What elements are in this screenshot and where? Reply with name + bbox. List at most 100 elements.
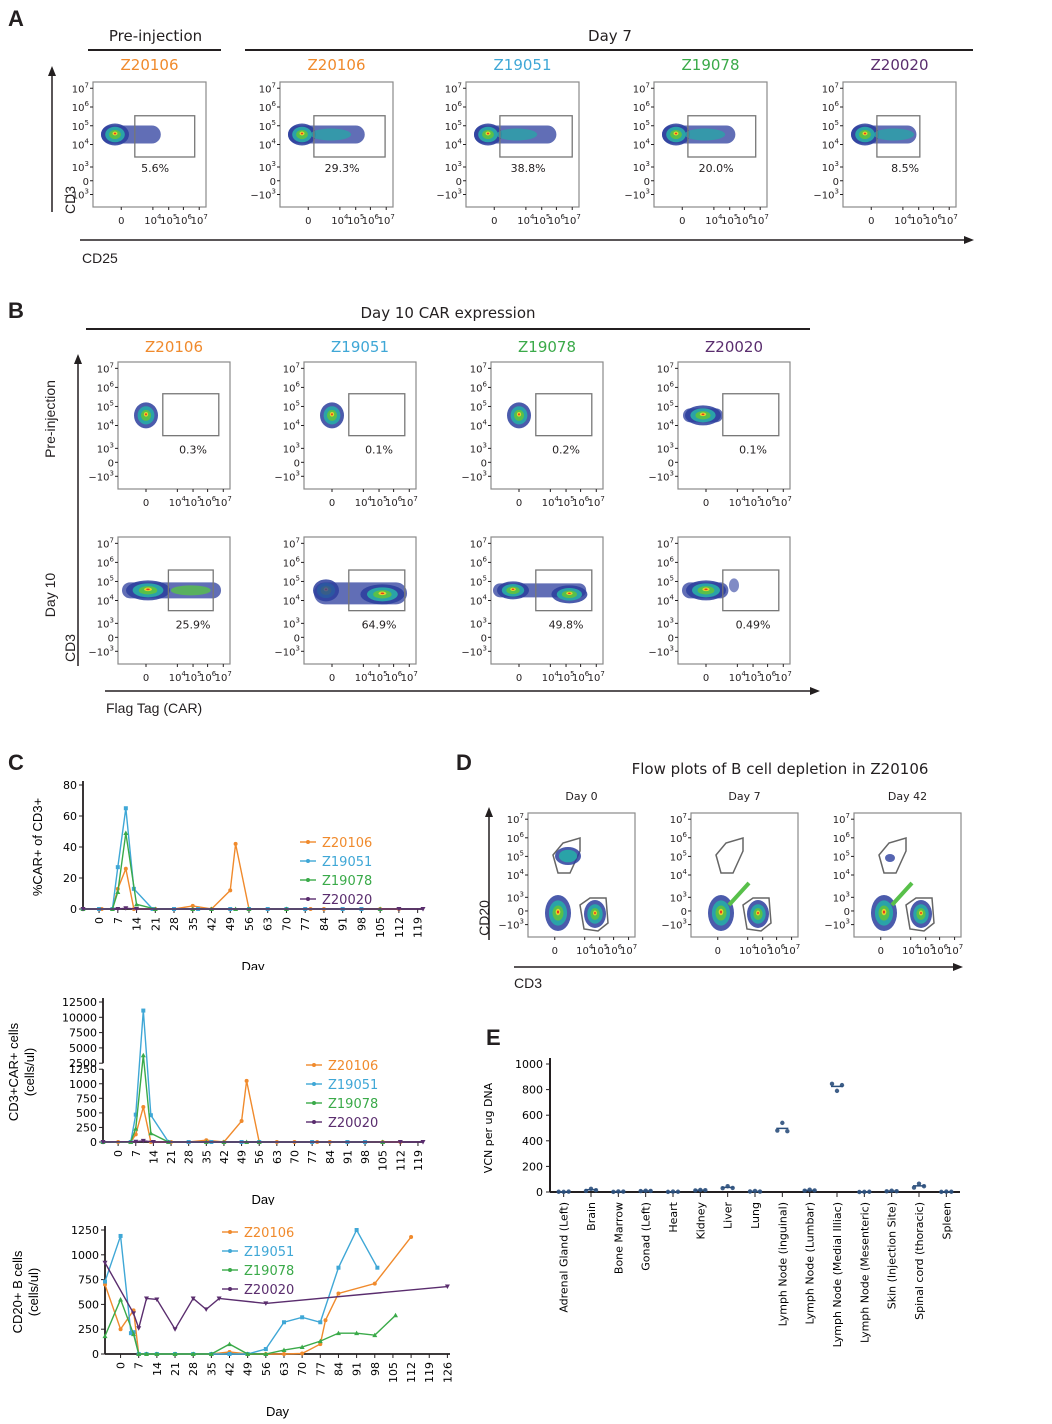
x-tick-label: 14: [151, 1362, 164, 1376]
y-tick-label: 104: [259, 138, 277, 152]
density-mid: [310, 128, 352, 141]
y-tick-label: −103: [498, 918, 524, 932]
y-tick-label: 103: [97, 616, 114, 630]
legend-label: Z19078: [328, 1097, 378, 1112]
gate-box: [876, 115, 921, 158]
x-tick-label: 104: [542, 495, 560, 509]
data-point: [857, 1189, 862, 1195]
x-tick-label: 107: [401, 670, 418, 684]
data-point: [566, 1189, 571, 1194]
y-tick-label: 0: [844, 907, 850, 918]
data-point: [299, 1344, 305, 1350]
y-tick-label: −103: [88, 469, 114, 483]
x-tick-label: 0: [703, 673, 709, 684]
y-tick-label: 2500: [69, 1057, 97, 1070]
gate-box: [722, 569, 780, 612]
x-tick-label: 21: [169, 1362, 182, 1376]
category-label: Bone Marrow: [612, 1202, 625, 1274]
legend-marker: [228, 1287, 232, 1291]
data-point: [372, 1281, 377, 1286]
gate-percent: 29.3%: [325, 162, 360, 175]
y-tick-label: 105: [97, 399, 114, 413]
data-point: [939, 1189, 944, 1195]
data-point: [916, 1181, 922, 1186]
category-label: Skin (Injection Site): [886, 1202, 899, 1309]
x-tick-label: 105: [370, 670, 387, 684]
y-axis-title: %CAR+ of CD3+: [30, 798, 45, 896]
x-tick-label: 104: [705, 213, 723, 227]
data-point: [867, 1189, 872, 1194]
x-tick-label: 0: [878, 946, 884, 957]
data-point: [757, 1189, 763, 1194]
x-tick-label: 84: [324, 1150, 337, 1164]
data-point: [675, 1189, 681, 1194]
y-tick-label: 103: [72, 160, 89, 174]
x-tick-label: 105: [557, 495, 574, 509]
density-diagonal: [890, 881, 914, 907]
data-point: [420, 1140, 426, 1145]
density-max: [146, 588, 150, 591]
legend-marker: [306, 840, 310, 844]
data-point: [336, 1291, 341, 1296]
x-tick-label: 70: [280, 917, 293, 931]
data-point: [190, 1351, 196, 1356]
y-tick-label: 0: [294, 633, 300, 644]
legend-marker: [312, 1120, 316, 1124]
x-tick-label: 107: [401, 495, 418, 509]
data-point: [834, 1088, 840, 1094]
data-point: [556, 1189, 561, 1194]
y-tick-label: 107: [97, 361, 114, 375]
x-tick-label: 107: [775, 670, 792, 684]
data-point: [102, 1333, 108, 1339]
y-tick-label: 7500: [69, 1027, 97, 1040]
panel-b-title: Day 10 CAR expression: [360, 304, 536, 322]
y-tick-label: 750: [78, 1274, 99, 1287]
y-tick-label: −103: [250, 188, 276, 202]
x-tick-label: 107: [588, 670, 605, 684]
y-tick-label: −103: [88, 644, 114, 658]
x-tick-label: 0: [329, 498, 335, 509]
data-point: [665, 1189, 671, 1195]
y-tick-label: 500: [76, 1107, 97, 1120]
y-tick-label: 103: [507, 890, 524, 904]
chart-e: 0 200 400 600 800 1000 VCN per ug DNA Adrenal G…: [482, 1058, 960, 1347]
data-point: [140, 1052, 146, 1058]
y-tick-label: 104: [822, 138, 840, 152]
gate-percent: 0.49%: [736, 618, 771, 631]
data-point: [134, 901, 140, 907]
gate-box: [535, 569, 593, 612]
y-tick-label: −103: [813, 188, 839, 202]
data-point: [911, 1185, 917, 1190]
density-max: [145, 413, 147, 416]
data-point: [245, 1351, 251, 1356]
y-axis-title: (cells/ul): [22, 1048, 37, 1096]
data-point: [894, 1189, 899, 1194]
x-tick-label: 49: [224, 917, 237, 931]
data-point: [148, 1130, 154, 1136]
y-tick-label: 0: [681, 907, 687, 918]
data-point: [131, 1331, 137, 1337]
t-cell-gate: [579, 897, 609, 932]
gate-percent: 38.8%: [511, 162, 546, 175]
legend-label: Z20020: [244, 1283, 294, 1298]
y-tick-label: 5000: [69, 1042, 97, 1055]
density-max: [511, 588, 515, 591]
y-tick-label: −103: [63, 188, 89, 202]
panel-a-axes-arrows: [48, 66, 974, 244]
y-tick-label: 103: [633, 160, 650, 174]
y-tick-label: −103: [824, 918, 850, 932]
data-point: [780, 1120, 785, 1126]
x-tick-label: 107: [588, 495, 605, 509]
panel-e-letter: E: [486, 1025, 501, 1050]
b-cell-gate: [552, 836, 581, 874]
density-mid: [558, 849, 578, 863]
sample-title: Z20020: [705, 338, 763, 356]
category-label: Kidney: [694, 1202, 707, 1240]
x-tick-label: 106: [175, 213, 193, 227]
x-tick-label: 104: [169, 670, 187, 684]
